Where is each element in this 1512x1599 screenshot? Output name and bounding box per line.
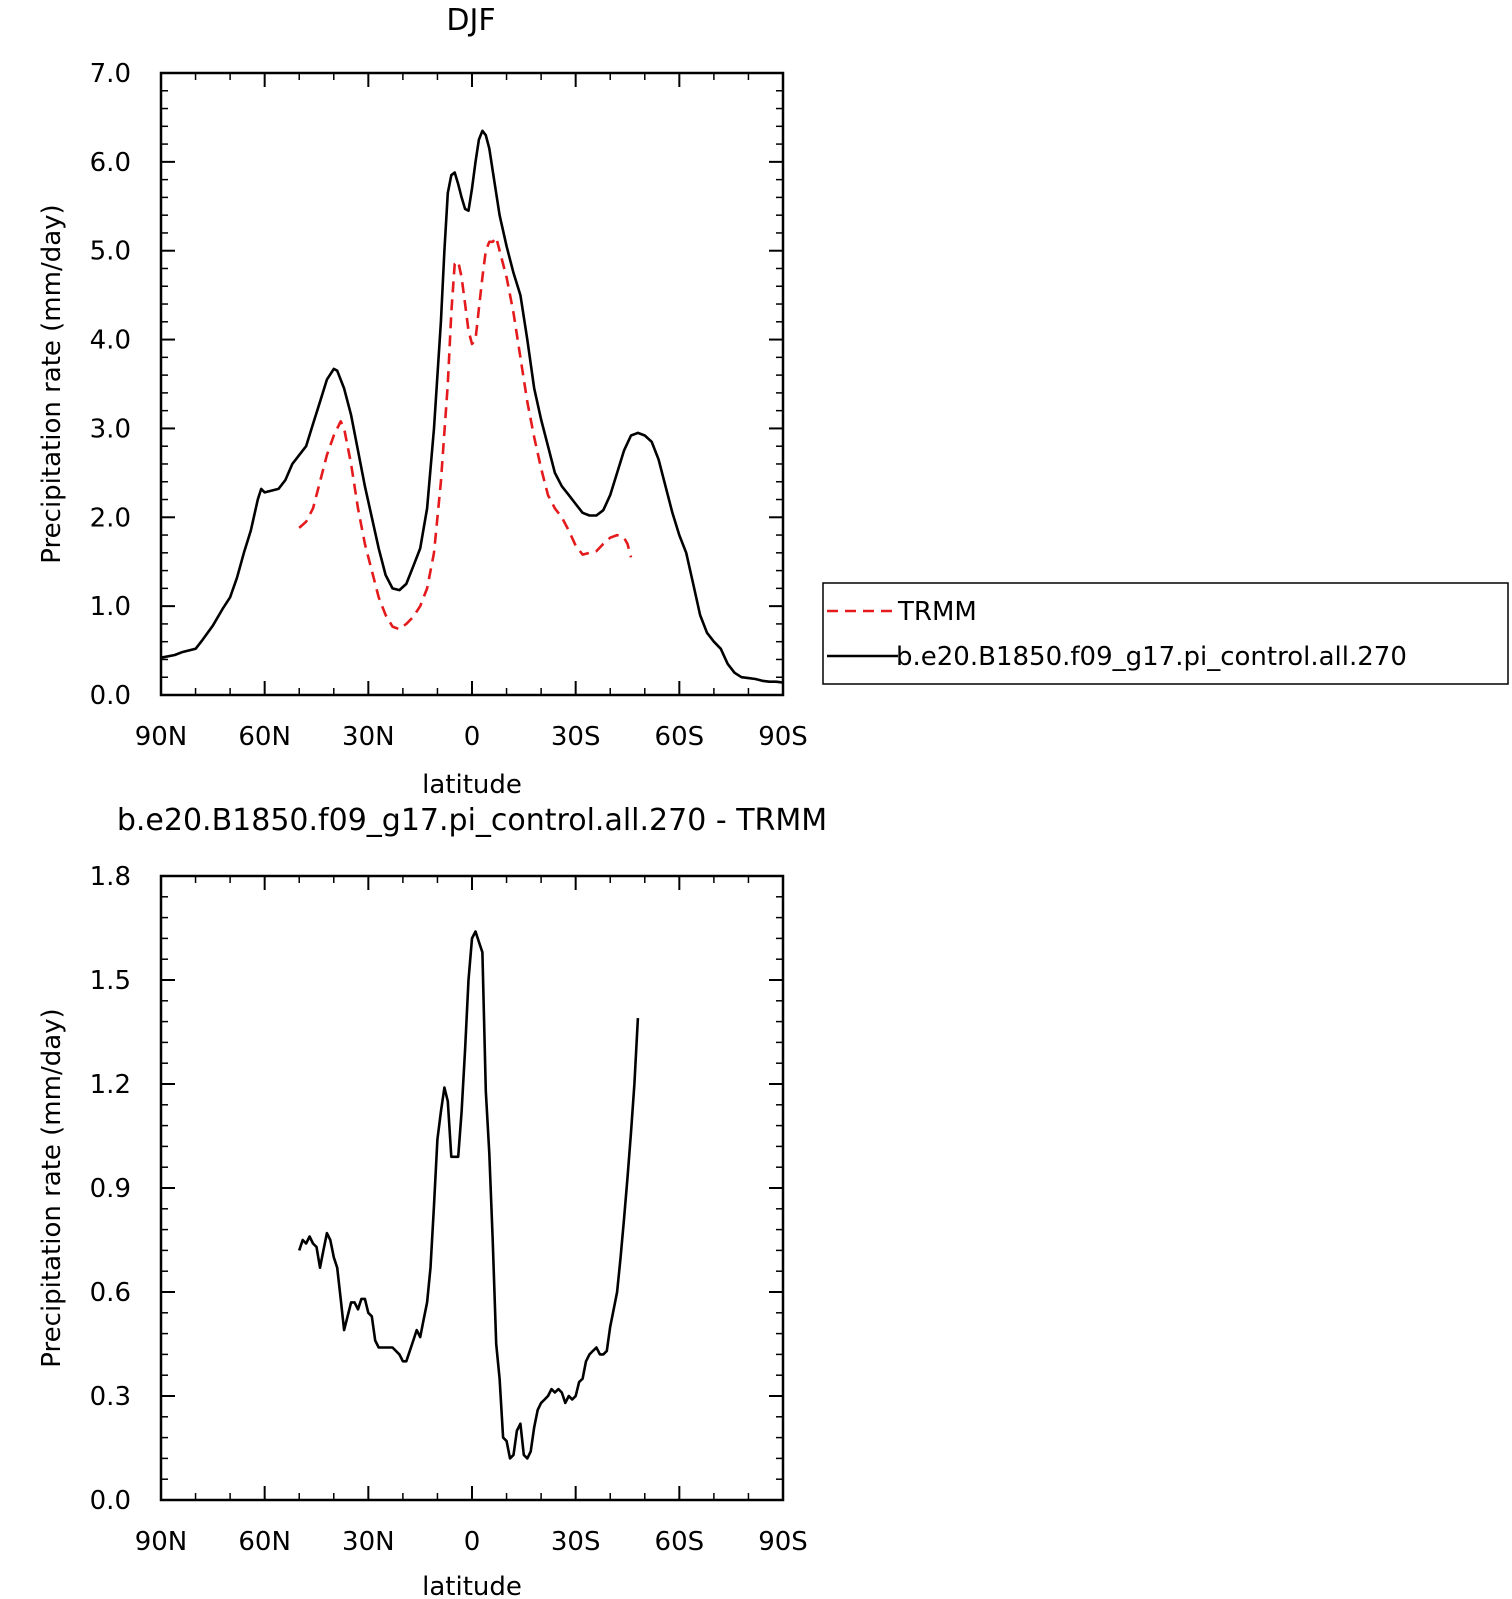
series-line-trmm — [298, 236, 633, 631]
x-tick-label: 60S — [655, 1527, 705, 1557]
legend: TRMM b.e20.B1850.f09_g17.pi_control.all.… — [822, 582, 1509, 685]
x-tick-label: 90N — [135, 722, 188, 752]
x-tick-label: 30N — [342, 1527, 395, 1557]
x-tick-label: 0 — [464, 722, 481, 752]
x-tick-label: 30N — [342, 722, 395, 752]
y-tick-label: 7.0 — [90, 59, 131, 89]
x-tick-label: 0 — [464, 1527, 481, 1557]
y-tick-label: 4.0 — [90, 326, 131, 356]
legend-label-model: b.e20.B1850.f09_g17.pi_control.all.270 — [896, 642, 1407, 672]
y-tick-label: 1.8 — [90, 862, 131, 892]
series-line-difference — [297, 930, 640, 1460]
y-tick-label: 3.0 — [90, 414, 131, 444]
y-tick-label: 0.9 — [90, 1174, 131, 1204]
y-tick-label: 6.0 — [90, 148, 131, 178]
x-tick-label: 60N — [238, 1527, 291, 1557]
x-tick-label: 90S — [758, 1527, 808, 1557]
x-tick-label: 90S — [758, 722, 808, 752]
x-axis-title: latitude — [422, 1572, 522, 1599]
y-tick-label: 1.5 — [90, 966, 131, 996]
y-tick-label: 5.0 — [90, 237, 131, 267]
panel-title: DJF — [446, 3, 495, 38]
djf-panel: DJF 90N 60N 30N 0 30S 60S 90S 0.0 1.0 2.0 3.0 4.0 5.… — [37, 3, 1509, 800]
y-tick-label: 1.0 — [90, 592, 131, 622]
plot-frame — [159, 874, 785, 1502]
y-tick-label: 0.0 — [90, 681, 131, 711]
series-line-model — [160, 129, 784, 684]
legend-label-trmm: TRMM — [897, 597, 977, 627]
y-tick-label: 1.2 — [90, 1070, 131, 1100]
panel-title: b.e20.B1850.f09_g17.pi_control.all.270 -… — [117, 803, 827, 838]
y-tick-label: 2.0 — [90, 503, 131, 533]
x-axis-title: latitude — [422, 770, 522, 800]
legend-box — [822, 582, 1509, 685]
x-tick-label: 90N — [135, 1527, 188, 1557]
x-tick-label: 30S — [551, 722, 601, 752]
y-tick-label: 0.3 — [90, 1382, 131, 1412]
x-tick-label: 60N — [238, 722, 291, 752]
difference-panel: b.e20.B1850.f09_g17.pi_control.all.270 -… — [37, 803, 827, 1599]
y-axis-title: Precipitation rate (mm/day) — [37, 1008, 67, 1367]
y-tick-label: 0.0 — [90, 1486, 131, 1516]
y-tick-label: 0.6 — [90, 1278, 131, 1308]
x-tick-label: 60S — [655, 722, 705, 752]
x-tick-label: 30S — [551, 1527, 601, 1557]
plot-frame — [159, 71, 785, 697]
y-axis-title: Precipitation rate (mm/day) — [37, 204, 67, 563]
